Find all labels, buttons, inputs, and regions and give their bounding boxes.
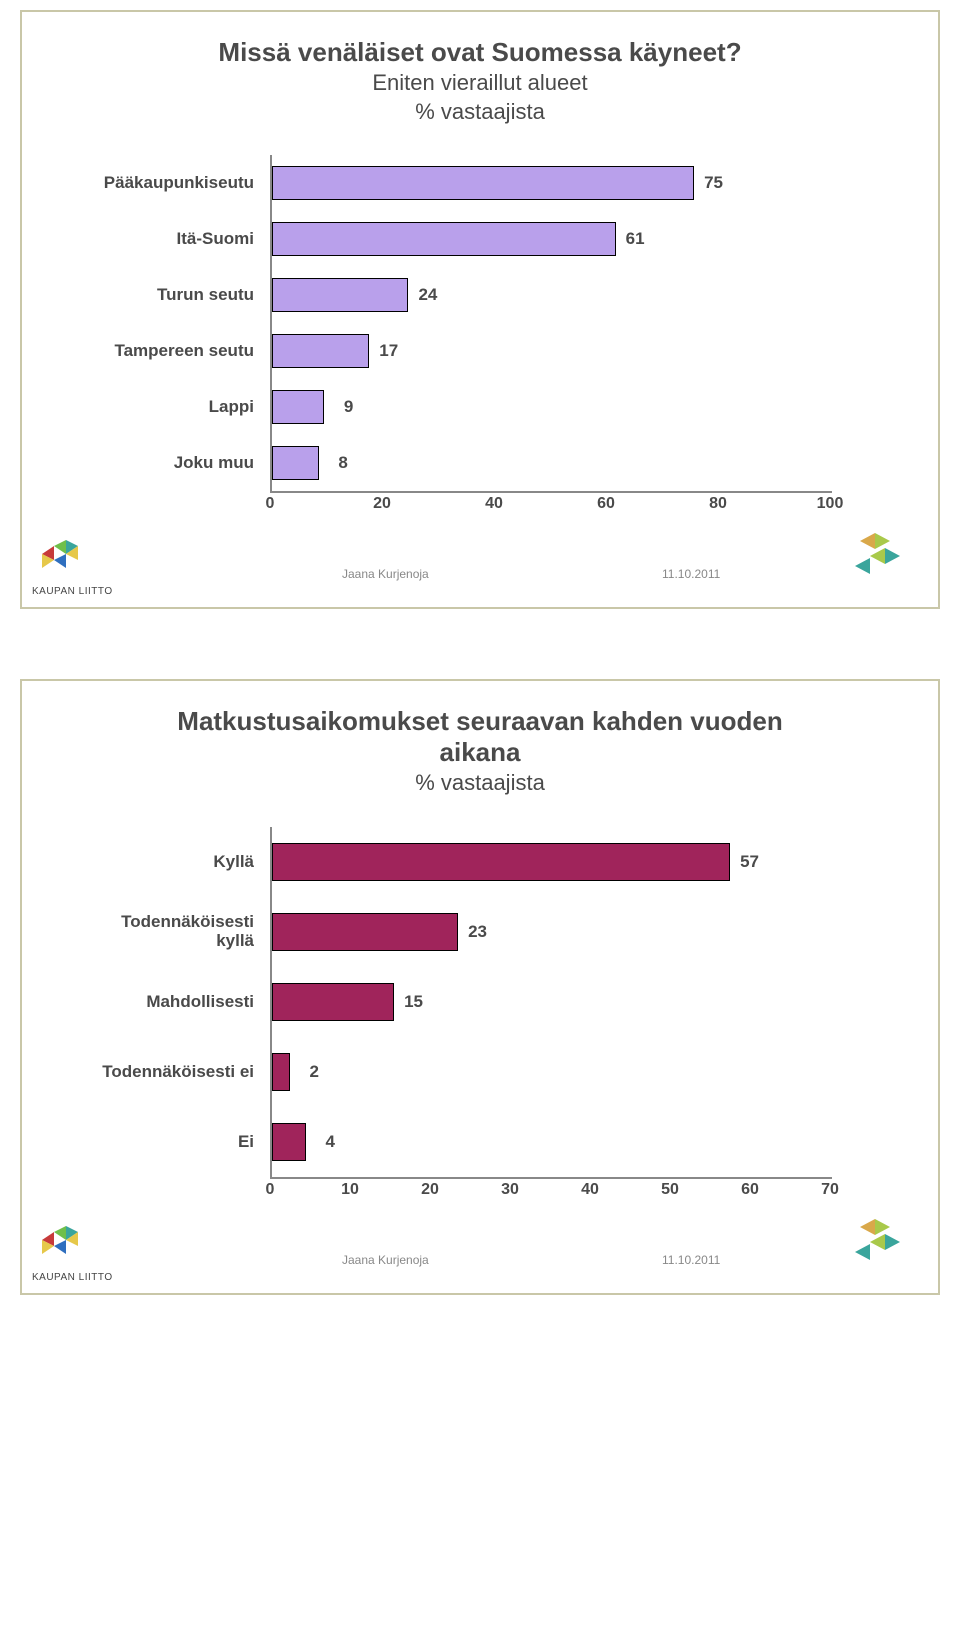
x-tick-label: 60 [741,1181,759,1199]
category-label: Turun seutu [92,285,262,305]
value-label: 8 [338,453,347,473]
category-label: Ei [92,1132,262,1152]
org-name: KAUPAN LIITTO [32,1272,113,1283]
x-tick-label: 80 [709,495,727,513]
x-tick-label: 10 [341,1181,359,1199]
plot-area: Pääkaupunkiseutu75Itä-Suomi61Turun seutu… [270,155,832,493]
value-label: 17 [379,341,398,361]
bar: 24 [272,278,408,312]
bar: 4 [272,1123,306,1161]
bar: 15 [272,983,394,1021]
slide-2: Matkustusaikomukset seuraavan kahden vuo… [20,679,940,1295]
category-label: Pääkaupunkiseutu [92,173,262,193]
chart-title: Matkustusaikomukset seuraavan kahden vuo… [160,706,800,768]
chart-1: Pääkaupunkiseutu75Itä-Suomi61Turun seutu… [100,155,860,517]
x-tick-label: 40 [485,495,503,513]
chart-row: Tampereen seutu17 [272,323,832,379]
slide-footer: KAUPAN LIITTO Jaana Kurjenoja 11.10.2011 [42,1213,918,1273]
bar: 57 [272,843,730,881]
bar: 61 [272,222,616,256]
value-label: 4 [326,1132,335,1152]
chart-subtitle-1: Eniten vieraillut alueet [42,70,918,96]
footer-author: Jaana Kurjenoja [342,1253,429,1267]
x-tick-label: 0 [266,495,275,513]
value-label: 75 [704,173,723,193]
x-tick-label: 50 [661,1181,679,1199]
value-label: 24 [418,285,437,305]
chart-subtitle: % vastaajista [42,770,918,796]
value-label: 15 [404,992,423,1012]
chart-row: Mahdollisesti15 [272,967,832,1037]
chart-row: Pääkaupunkiseutu75 [272,155,832,211]
org-logo: KAUPAN LIITTO [32,536,113,597]
x-tick-label: 20 [373,495,391,513]
title-block: Missä venäläiset ovat Suomessa käyneet? … [42,37,918,125]
title-block: Matkustusaikomukset seuraavan kahden vuo… [42,706,918,797]
value-label: 23 [468,922,487,942]
corner-decoration-icon [820,511,910,581]
category-label: Itä-Suomi [92,229,262,249]
chart-row: Ei4 [272,1107,832,1177]
value-label: 2 [310,1062,319,1082]
chart-row: Joku muu8 [272,435,832,491]
x-tick-label: 60 [597,495,615,513]
org-name: KAUPAN LIITTO [32,586,113,597]
category-label: Joku muu [92,453,262,473]
bar: 9 [272,390,324,424]
value-label: 57 [740,852,759,872]
value-label: 61 [626,229,645,249]
x-tick-label: 40 [581,1181,599,1199]
category-label: Mahdollisesti [92,992,262,1012]
chart-2: Kyllä57Todennäköisesti kyllä23Mahdollise… [100,827,860,1203]
chart-row: Todennäköisesti ei2 [272,1037,832,1107]
chart-row: Kyllä57 [272,827,832,897]
bar: 2 [272,1053,290,1091]
x-tick-label: 30 [501,1181,519,1199]
chart-row: Todennäköisesti kyllä23 [272,897,832,967]
slide-footer: KAUPAN LIITTO Jaana Kurjenoja 11.10.2011 [42,527,918,587]
bar: 8 [272,446,319,480]
slide-1: Missä venäläiset ovat Suomessa käyneet? … [20,10,940,609]
chart-subtitle-2: % vastaajista [42,99,918,125]
category-label: Todennäköisesti ei [92,1062,262,1082]
chart-row: Lappi9 [272,379,832,435]
category-label: Todennäköisesti kyllä [92,913,262,950]
bar: 23 [272,913,458,951]
org-logo: KAUPAN LIITTO [32,1222,113,1283]
category-label: Kyllä [92,852,262,872]
bar: 17 [272,334,369,368]
chart-row: Turun seutu24 [272,267,832,323]
footer-date: 11.10.2011 [662,1253,720,1267]
category-label: Tampereen seutu [92,341,262,361]
chart-title: Missä venäläiset ovat Suomessa käyneet? [42,37,918,68]
bar: 75 [272,166,694,200]
footer-author: Jaana Kurjenoja [342,567,429,581]
category-label: Lappi [92,397,262,417]
x-tick-label: 0 [266,1181,275,1199]
corner-decoration-icon [820,1197,910,1267]
plot-area: Kyllä57Todennäköisesti kyllä23Mahdollise… [270,827,832,1179]
x-axis: 010203040506070 [270,1179,830,1203]
logo-mark-icon [32,536,113,582]
x-axis: 020406080100 [270,493,830,517]
logo-mark-icon [32,1222,113,1268]
footer-date: 11.10.2011 [662,567,720,581]
value-label: 9 [344,397,353,417]
x-tick-label: 20 [421,1181,439,1199]
chart-row: Itä-Suomi61 [272,211,832,267]
